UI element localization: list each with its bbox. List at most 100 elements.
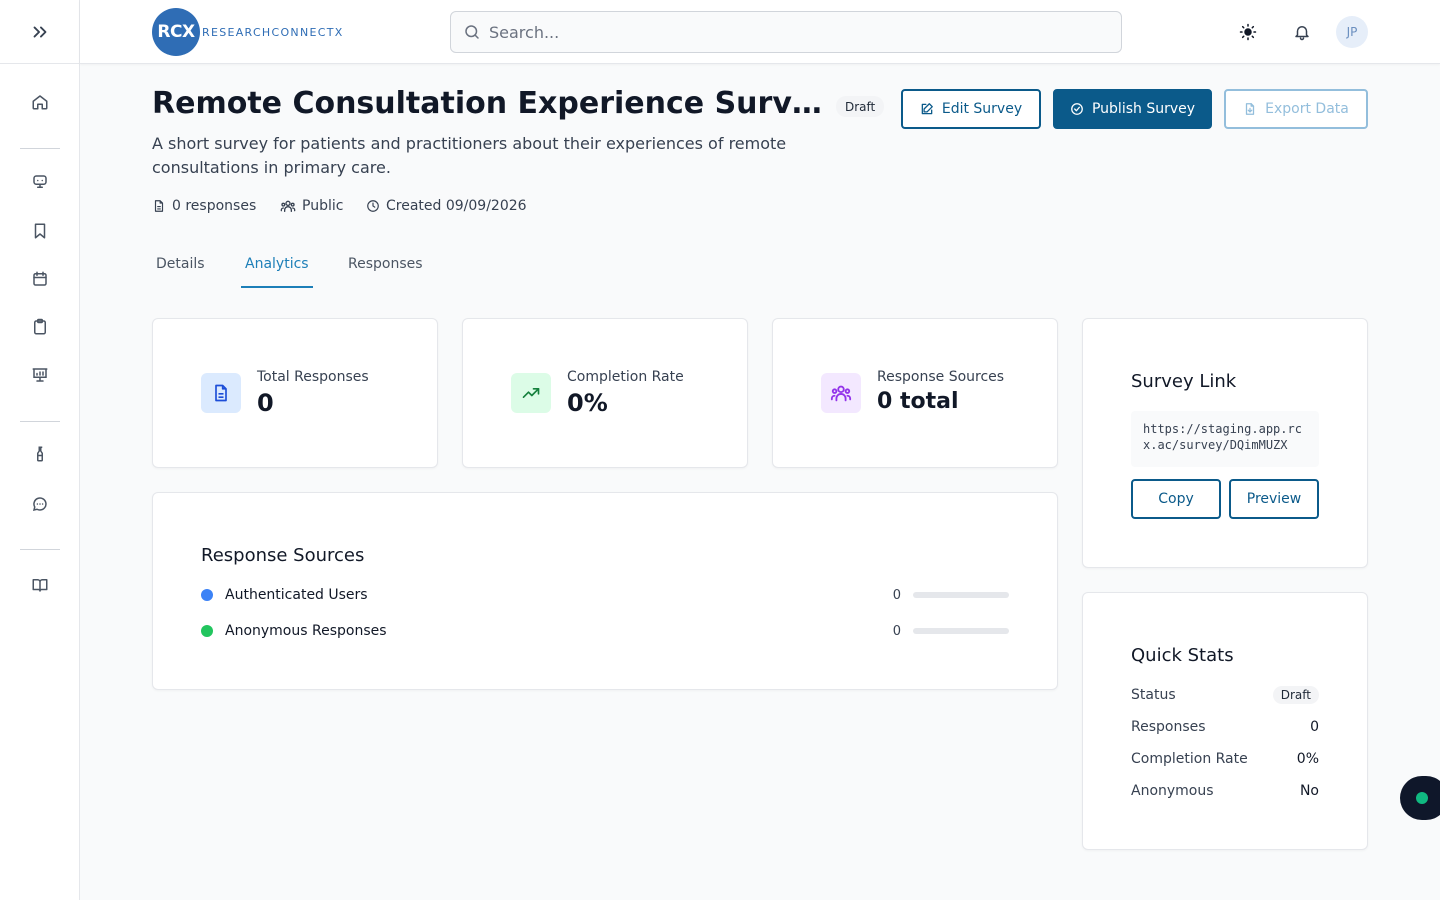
stat-card-completion-rate: Completion Rate 0% <box>462 318 748 468</box>
sidebar-item-messages[interactable] <box>20 484 60 524</box>
card-title: Quick Stats <box>1131 645 1234 666</box>
visibility-meta: Public <box>280 198 343 214</box>
theme-toggle-button[interactable] <box>1232 16 1264 48</box>
sidebar-divider <box>20 549 60 550</box>
quick-stat-row: Status Draft <box>1131 685 1319 705</box>
sidebar-item-home[interactable] <box>20 82 60 122</box>
blue-dot-icon <box>201 589 213 601</box>
stat-label: Completion Rate <box>567 369 684 385</box>
monitor-icon <box>33 175 47 188</box>
chat-icon <box>32 497 47 512</box>
status-badge: Draft <box>836 96 885 117</box>
sidebar-item-presentation[interactable] <box>20 355 60 395</box>
green-dot-icon <box>201 625 213 637</box>
stat-icon-wrap <box>511 373 551 413</box>
preview-button[interactable]: Preview <box>1229 479 1319 519</box>
stat-card-total-responses: Total Responses 0 <box>152 318 438 468</box>
user-avatar[interactable]: JP <box>1336 16 1368 48</box>
sidebar-item-bookmarks[interactable] <box>20 211 60 251</box>
responses-meta: 0 responses <box>152 198 256 214</box>
visibility-meta-text: Public <box>302 198 344 214</box>
quick-stat-label: Responses <box>1131 719 1206 735</box>
search-bar[interactable] <box>450 11 1122 53</box>
stat-value: 0 total <box>877 389 959 414</box>
notifications-button[interactable] <box>1286 16 1318 48</box>
document-icon <box>154 200 164 212</box>
publish-survey-label: Publish Survey <box>1091 101 1196 117</box>
check-circle-icon <box>1071 103 1083 115</box>
edit-survey-button[interactable]: Edit Survey <box>901 89 1041 129</box>
stat-label: Total Responses <box>257 369 369 385</box>
export-data-button[interactable]: Export Data <box>1224 89 1368 129</box>
stat-icon-wrap <box>201 373 241 413</box>
sun-icon <box>1239 23 1257 41</box>
quick-stat-label: Anonymous <box>1131 783 1214 799</box>
quick-stat-label: Status <box>1131 687 1176 703</box>
book-icon <box>32 579 48 592</box>
quick-stat-row: Responses 0 <box>1131 717 1319 737</box>
search-icon <box>465 25 479 39</box>
edit-survey-label: Edit Survey <box>941 101 1023 117</box>
calendar-icon <box>33 271 47 286</box>
bookmark-icon <box>34 223 46 239</box>
top-header: RCX RESEARCHCONNECTX JP <box>80 0 1440 64</box>
tab-details[interactable]: Details <box>156 256 205 272</box>
document-icon <box>215 384 227 402</box>
sidebar-toggle-button[interactable] <box>0 0 80 64</box>
quick-stat-label: Completion Rate <box>1131 751 1248 767</box>
response-sources-card: Response Sources Authenticated Users 0 A… <box>152 492 1058 690</box>
source-progress-bar <box>913 628 1009 634</box>
sidebar-divider <box>20 421 60 422</box>
file-export-icon <box>1245 103 1255 115</box>
chevrons-right-icon <box>33 25 47 37</box>
source-count: 0 <box>892 587 901 603</box>
source-label: Authenticated Users <box>225 587 368 603</box>
tab-analytics[interactable]: Analytics <box>241 256 313 288</box>
logo-mark: RCX <box>152 8 200 56</box>
stat-value: 0 <box>257 389 274 417</box>
quick-stat-value: 0% <box>1296 751 1319 767</box>
floating-status-widget[interactable] <box>1400 776 1440 820</box>
source-row-anonymous: Anonymous Responses 0 <box>201 621 1009 641</box>
home-icon <box>32 95 48 110</box>
export-data-label: Export Data <box>1265 101 1349 117</box>
edit-icon <box>921 103 933 115</box>
card-title: Survey Link <box>1131 371 1237 392</box>
quick-stat-row: Anonymous No <box>1131 781 1319 801</box>
stat-icon-wrap <box>821 373 861 413</box>
sidebar-item-calendar[interactable] <box>20 259 60 299</box>
survey-url[interactable]: https://staging.app.rcx.ac/survey/DQimMU… <box>1131 411 1319 467</box>
brand-logo[interactable]: RCX RESEARCHCONNECTX <box>152 8 344 56</box>
publish-survey-button[interactable]: Publish Survey <box>1053 89 1212 129</box>
sidebar-item-clipboard[interactable] <box>20 307 60 347</box>
flask-icon <box>37 446 43 462</box>
users-icon <box>280 200 296 212</box>
users-icon <box>830 385 852 402</box>
online-dot-icon <box>1416 792 1428 804</box>
sidebar-item-research[interactable] <box>20 434 60 474</box>
tab-responses[interactable]: Responses <box>348 256 423 272</box>
source-row-authenticated: Authenticated Users 0 <box>201 585 1009 605</box>
search-input[interactable] <box>489 22 1089 42</box>
stat-label: Response Sources <box>877 369 1005 385</box>
source-progress-bar <box>913 592 1009 598</box>
responses-meta-text: 0 responses <box>172 198 257 214</box>
stat-card-response-sources: Response Sources 0 total <box>772 318 1058 468</box>
trending-up-icon <box>522 388 540 398</box>
card-title: Response Sources <box>201 545 365 566</box>
sidebar-item-monitor[interactable] <box>20 162 60 202</box>
sidebar-divider <box>20 148 60 149</box>
clock-icon <box>367 200 379 212</box>
copy-link-button[interactable]: Copy <box>1131 479 1221 519</box>
sidebar-item-docs[interactable] <box>20 565 60 605</box>
page-title: Remote Consultation Experience Survey <box>152 86 824 121</box>
presentation-icon <box>32 368 48 382</box>
source-count: 0 <box>892 623 901 639</box>
quick-stat-value: 0 <box>1310 719 1319 735</box>
bell-icon <box>1295 26 1309 41</box>
status-badge: Draft <box>1272 686 1319 704</box>
created-meta: Created 09/09/2026 <box>366 198 527 214</box>
quick-stats-card: Quick Stats Status Draft Responses 0 Com… <box>1082 592 1368 850</box>
survey-link-card: Survey Link https://staging.app.rcx.ac/s… <box>1082 318 1368 568</box>
sidebar <box>0 0 80 900</box>
